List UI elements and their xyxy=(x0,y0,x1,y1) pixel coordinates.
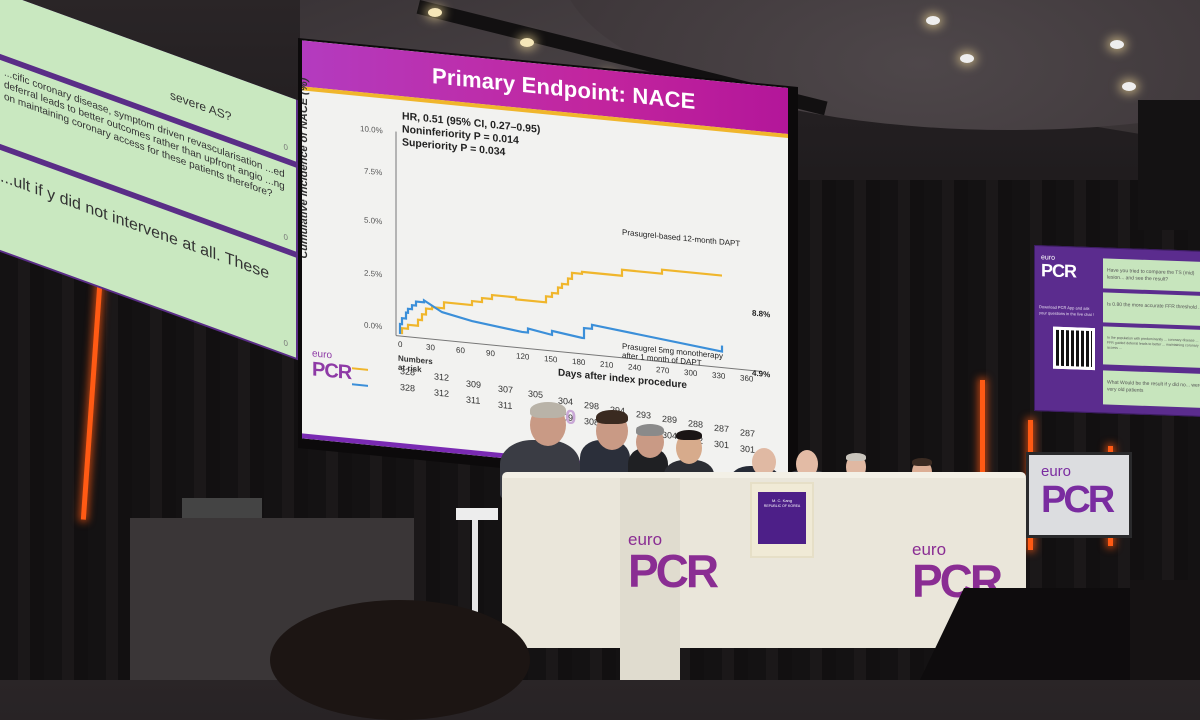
spotlight xyxy=(520,38,534,47)
x-tick: 30 xyxy=(426,342,435,353)
ceiling-downlight xyxy=(926,16,940,25)
logo-pcr-text: PCR xyxy=(312,358,352,385)
dapt-curve xyxy=(400,268,722,335)
risk-value: 288 xyxy=(688,418,704,430)
risk-value: 301 xyxy=(714,438,730,451)
qa-screen-right: euro PCR Download PCR App and ask your q… xyxy=(1034,244,1200,418)
qa-like-count: 0 xyxy=(283,338,288,349)
risk-value: 301 xyxy=(740,443,756,455)
stage-monitor: euro PCR xyxy=(1026,452,1132,538)
qa-card: Is 0.80 the more accurate FFR threshold … xyxy=(1103,292,1200,326)
risk-value: 307 xyxy=(498,383,514,396)
spotlight xyxy=(428,8,442,17)
panelist-hair xyxy=(846,453,866,461)
qa-question-text: severe AS? xyxy=(170,87,232,125)
nameplate-panel: M. C. Kang REPUBLIC OF KOREA xyxy=(758,492,806,544)
x-tick: 270 xyxy=(656,365,670,376)
risk-value: 309 xyxy=(466,378,482,390)
risk-value: 311 xyxy=(498,399,513,412)
risk-value: 312 xyxy=(434,371,450,383)
panelist-hair xyxy=(676,430,702,440)
x-tick: 300 xyxy=(684,367,698,379)
panelist-hair xyxy=(596,410,628,424)
monotherapy-final-value: 4.9% xyxy=(752,368,771,380)
orange-light-bar xyxy=(980,380,985,510)
qa-card: In the population with predominantly ...… xyxy=(1103,326,1200,368)
ceiling-downlight xyxy=(1110,40,1124,49)
qr-code-icon xyxy=(1053,326,1095,371)
nameplate-name: M. C. Kang xyxy=(771,498,792,503)
panelist-hair xyxy=(636,424,664,436)
stage-speaker xyxy=(1130,580,1200,680)
qa-card: What Would be the result if y did no... … xyxy=(1103,370,1200,408)
qa-like-count: 0 xyxy=(283,232,288,243)
dapt-final-value: 8.8% xyxy=(752,308,771,320)
x-tick: 180 xyxy=(572,356,586,368)
side-lectern-top xyxy=(182,498,262,518)
projection-screen: Primary Endpoint: NACE HR, 0.51 (95% CI,… xyxy=(298,38,798,498)
risk-value: 311 xyxy=(466,394,481,406)
logo-pcr-text: PCR xyxy=(628,545,719,597)
panel-desk-top xyxy=(502,472,1026,482)
qa-question-text: What Would be the result if y did no... … xyxy=(1107,379,1200,394)
logo-euro-text: euro xyxy=(1041,463,1072,480)
x-tick: 330 xyxy=(712,370,726,381)
x-tick: 90 xyxy=(486,348,495,359)
qa-screen-logo: euro PCR xyxy=(1041,254,1076,282)
risk-value: 305 xyxy=(528,388,544,401)
nameplate-country: REPUBLIC OF KOREA xyxy=(763,504,801,508)
qa-like-count: 0 xyxy=(283,142,288,153)
download-app-prompt: Download PCR App and ask your questions … xyxy=(1039,304,1094,318)
slide: Primary Endpoint: NACE HR, 0.51 (95% CI,… xyxy=(302,40,788,487)
stool-icon xyxy=(456,508,498,628)
x-tick: 60 xyxy=(456,345,465,356)
qa-question-text: Have you tried to compare the TS (mid) l… xyxy=(1107,267,1195,283)
x-tick: 240 xyxy=(628,362,642,373)
risk-value: 287 xyxy=(740,427,756,439)
y-axis-label: Cumulative incidence of NACE (%) xyxy=(302,77,310,260)
stage-wedge-speaker xyxy=(920,588,1140,680)
ceiling-downlight xyxy=(1122,82,1136,91)
logo-pcr-text: PCR xyxy=(1041,479,1115,521)
panelist-head xyxy=(796,450,818,478)
panelist-hair xyxy=(530,402,566,418)
panelist-hair xyxy=(912,458,932,466)
risk-value: 328 xyxy=(400,366,416,378)
logo-euro-text: euro xyxy=(628,530,663,549)
slide-europcr-logo: euro PCR xyxy=(312,348,352,385)
risk-value: 328 xyxy=(400,382,416,394)
risk-value: 293 xyxy=(636,409,652,421)
logo-euro-text: euro xyxy=(912,540,947,559)
risk-value: 298 xyxy=(584,400,600,412)
risk-value: 289 xyxy=(662,413,678,426)
qa-question-text: In the population with predominantly ...… xyxy=(1107,335,1199,351)
x-axis xyxy=(396,335,762,372)
desk-europcr-logo: euro PCR xyxy=(628,530,719,594)
x-tick: 150 xyxy=(544,354,558,365)
risk-value: 287 xyxy=(714,422,730,435)
logo-pcr-text: PCR xyxy=(1041,260,1077,282)
qa-card: Have you tried to compare the TS (mid) l… xyxy=(1103,258,1200,292)
ceiling-downlight xyxy=(960,54,974,63)
qa-question-text: Is 0.80 the more accurate FFR threshold … xyxy=(1107,301,1200,311)
x-tick: 120 xyxy=(516,351,530,362)
x-tick: 360 xyxy=(740,373,754,384)
x-tick: 210 xyxy=(600,359,614,370)
risk-value: 304 xyxy=(662,429,678,442)
risk-value: 312 xyxy=(434,387,450,399)
panel-desk-front xyxy=(620,478,680,680)
line-array-speaker xyxy=(1138,100,1200,230)
monotherapy-curve xyxy=(398,298,724,353)
audience-member-head xyxy=(270,600,530,720)
speaker-nameplate: M. C. Kang REPUBLIC OF KOREA xyxy=(750,482,814,558)
panelist-head xyxy=(752,448,776,476)
chart-plot xyxy=(395,131,762,372)
x-tick: 0 xyxy=(398,339,403,350)
